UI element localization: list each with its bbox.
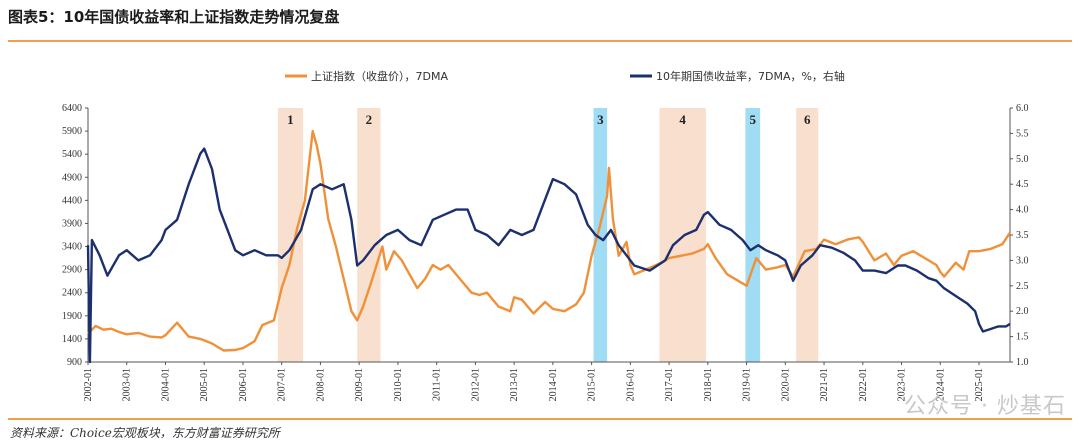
right-tick-label: 6.0 (1016, 103, 1029, 114)
x-tick-label: 2025-01 (974, 368, 985, 401)
shaded-period-5 (745, 108, 761, 362)
right-tick-label: 2.0 (1016, 306, 1029, 317)
period-label-4: 4 (679, 112, 686, 127)
watermark: 公众号 · 炒基石 (904, 394, 1066, 419)
left-tick-label: 5900 (62, 126, 82, 137)
x-tick-label: 2005-01 (199, 368, 210, 401)
right-tick-label: 3.5 (1016, 230, 1029, 241)
x-tick-label: 2004-01 (160, 368, 171, 401)
period-label-5: 5 (750, 112, 757, 127)
x-tick-label: 2010-01 (393, 368, 404, 401)
x-tick-label: 2017-01 (664, 368, 675, 401)
left-tick-label: 900 (67, 357, 82, 368)
left-tick-label: 6400 (62, 103, 82, 114)
x-tick-label: 2011-01 (432, 368, 443, 401)
left-tick-label: 4900 (62, 172, 82, 183)
right-tick-label: 3.0 (1016, 255, 1029, 266)
left-tick-label: 3900 (62, 218, 82, 229)
right-tick-label: 1.0 (1016, 357, 1029, 368)
shaded-period-6 (796, 108, 819, 362)
x-tick-label: 2002-01 (83, 368, 94, 401)
x-tick-label: 2016-01 (625, 368, 636, 401)
x-tick-label: 2021-01 (819, 368, 830, 401)
series-line-sse-index (87, 129, 1011, 352)
left-tick-label: 2400 (62, 288, 82, 299)
right-tick-label: 4.5 (1016, 179, 1029, 190)
x-tick-label: 2009-01 (354, 368, 365, 401)
series-line-bond-yield (86, 147, 1011, 364)
legend-label-0: 上证指数（收盘价），7DMA (311, 69, 448, 83)
period-label-3: 3 (597, 112, 604, 127)
x-tick-label: 2014-01 (548, 368, 559, 401)
x-tick-label: 2019-01 (742, 368, 753, 401)
x-tick-label: 2003-01 (122, 368, 133, 401)
page-title: 图表5：10年国债收益率和上证指数走势情况复盘 (8, 8, 340, 26)
shaded-period-3 (593, 108, 608, 362)
shaded-period-4 (659, 108, 706, 362)
x-tick-label: 2013-01 (509, 368, 520, 401)
left-tick-label: 1400 (62, 334, 82, 345)
x-tick-label: 2024-01 (935, 368, 946, 401)
right-tick-label: 5.0 (1016, 154, 1029, 165)
left-tick-label: 3400 (62, 242, 82, 253)
x-tick-label: 2023-01 (897, 368, 908, 401)
legend-label-1: 10年期国债收益率，7DMA，%，右轴 (656, 69, 845, 83)
x-tick-label: 2015-01 (587, 368, 598, 401)
right-tick-label: 2.5 (1016, 281, 1029, 292)
x-tick-label: 2022-01 (858, 368, 869, 401)
right-tick-label: 5.5 (1016, 128, 1029, 139)
right-tick-label: 4.0 (1016, 205, 1029, 216)
x-tick-label: 2008-01 (315, 368, 326, 401)
x-tick-label: 2012-01 (470, 368, 481, 401)
title-divider (8, 40, 1072, 42)
left-tick-label: 1900 (62, 311, 82, 322)
footer-divider (8, 418, 1072, 420)
period-label-2: 2 (366, 112, 373, 127)
x-tick-label: 2007-01 (277, 368, 288, 401)
source-note: 资料来源：Choice宏观板块，东方财富证券研究所 (10, 426, 280, 440)
period-label-6: 6 (804, 112, 811, 127)
shaded-period-2 (357, 108, 381, 362)
x-tick-label: 2018-01 (703, 368, 714, 401)
x-tick-label: 2020-01 (780, 368, 791, 401)
left-tick-label: 5400 (62, 149, 82, 160)
left-tick-label: 4400 (62, 195, 82, 206)
right-tick-label: 1.5 (1016, 332, 1029, 343)
period-label-1: 1 (287, 112, 294, 127)
left-tick-label: 2900 (62, 265, 82, 276)
x-tick-label: 2006-01 (238, 368, 249, 401)
